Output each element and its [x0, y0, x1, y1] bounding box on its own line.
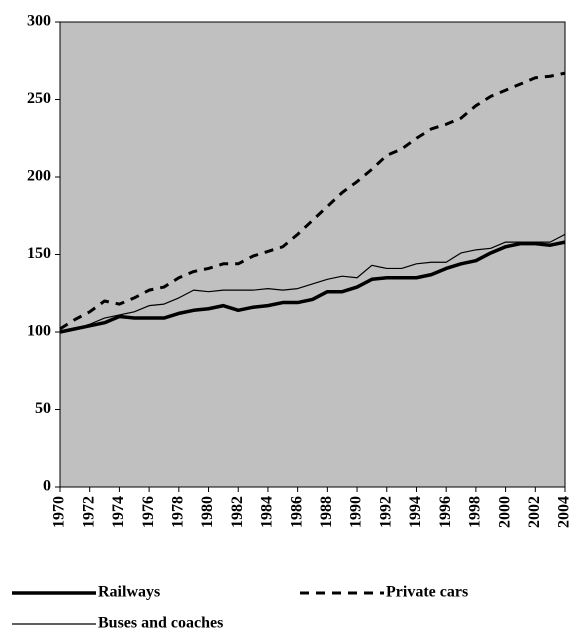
series-line: [59, 233, 566, 333]
x-tick-label: 1972: [80, 496, 97, 528]
x-tick-label: 1990: [348, 496, 365, 528]
y-tick-label: 50: [35, 400, 51, 417]
legend-label: Railways: [98, 584, 160, 601]
x-tick-label: 2000: [496, 496, 513, 528]
y-tick-label: 0: [43, 478, 51, 495]
plot-area: [59, 21, 566, 488]
x-tick-label: 1970: [51, 496, 68, 528]
y-tick-label: 300: [27, 13, 51, 30]
x-tick-label: 1978: [169, 496, 186, 528]
x-tick-label: 1992: [377, 496, 394, 528]
x-tick-label: 1982: [229, 496, 246, 528]
y-tick-label: 250: [27, 90, 51, 107]
x-tick-label: 1994: [407, 496, 424, 528]
x-tick-label: 1974: [110, 496, 127, 528]
x-tick-label: 1976: [140, 496, 157, 528]
y-tick-label: 200: [27, 168, 51, 185]
x-tick-label: 1996: [437, 496, 454, 528]
x-tick-label: 1980: [199, 496, 216, 528]
x-tick-label: 1986: [288, 496, 305, 528]
x-tick-label: 2004: [556, 496, 572, 528]
legend-label: Buses and coaches: [98, 615, 223, 632]
y-tick-label: 100: [27, 323, 51, 340]
x-tick-label: 1988: [318, 496, 335, 528]
x-tick-label: 1984: [259, 496, 276, 528]
x-tick-label: 2002: [526, 496, 543, 528]
legend-label: Private cars: [386, 584, 468, 601]
x-tick-label: 1998: [467, 496, 484, 528]
series-line: [59, 240, 566, 334]
y-tick-label: 150: [27, 245, 51, 262]
